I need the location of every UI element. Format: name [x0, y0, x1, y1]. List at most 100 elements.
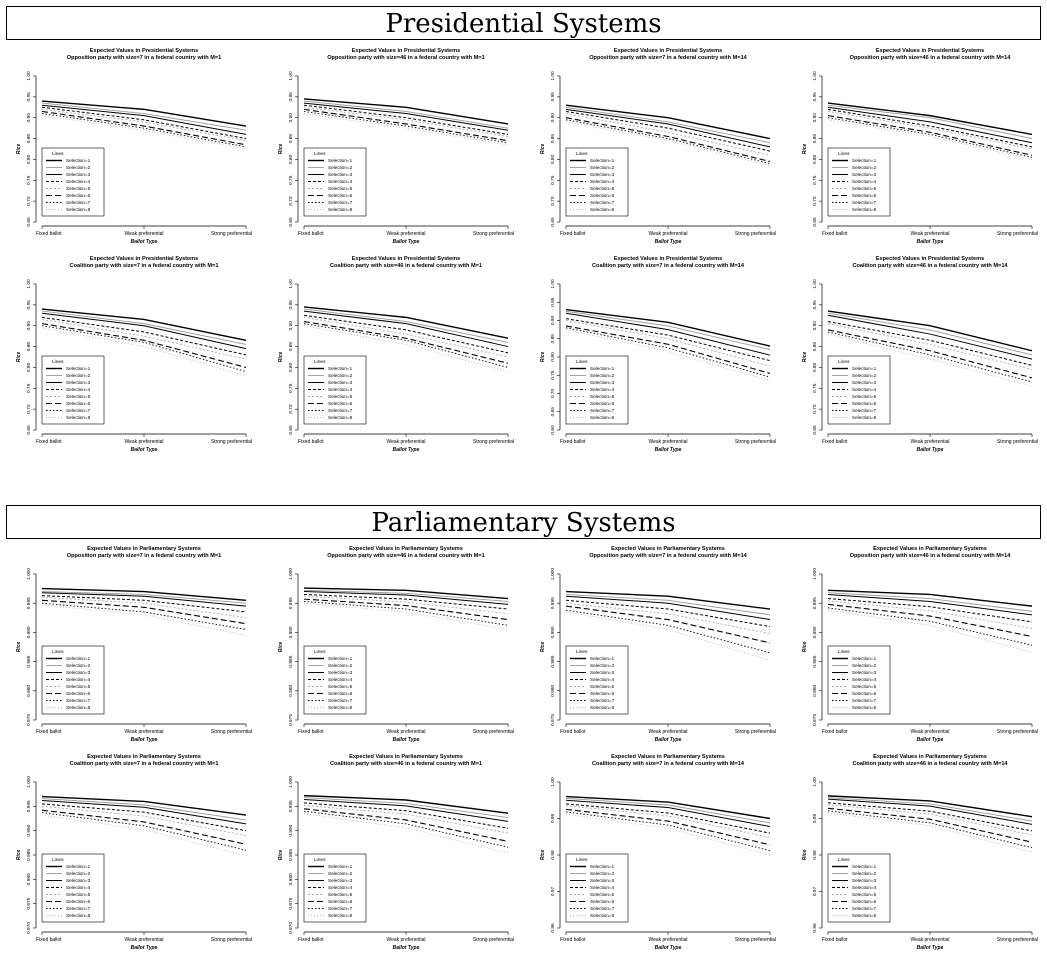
- series-line-8: [41, 604, 247, 636]
- legend-entry-4: Selection=4: [590, 885, 615, 890]
- series-line-6: [827, 115, 1033, 156]
- legend-entry-8: Selection=8: [66, 415, 91, 420]
- series-line-2: [565, 310, 771, 351]
- series-line-3: [303, 310, 509, 348]
- series-line-3: [41, 104, 247, 135]
- y-tick-label: 1.00: [550, 71, 556, 81]
- y-tick-label: 0.85: [812, 342, 818, 352]
- chart-svg: Expected Values in Parliamentary Systems…: [540, 754, 776, 951]
- x-tick-label: Strong preferential: [211, 937, 252, 943]
- legend-entry-4: Selection=4: [590, 179, 615, 184]
- legend-entry-1: Selection=1: [328, 656, 353, 661]
- y-tick-label: 0.95: [812, 300, 818, 310]
- legend-entry-2: Selection=2: [590, 663, 615, 668]
- y-tick-label: 0.70: [812, 404, 818, 414]
- y-tick-label: 1.000: [26, 776, 32, 788]
- y-tick-label: 0.985: [288, 849, 294, 861]
- y-tick-label: 0.70: [550, 196, 556, 206]
- legend-entry-5: Selection=5: [590, 892, 615, 897]
- legend-entry-3: Selection=3: [590, 380, 615, 385]
- x-tick-label: Fixed ballot: [36, 729, 62, 735]
- y-tick-label: 0.980: [26, 684, 32, 696]
- series-line-7: [303, 600, 509, 626]
- y-tick-label: 0.98: [550, 850, 556, 860]
- series-line-2: [827, 104, 1033, 140]
- chart-panel-10: Expected Values in Parliamentary Systems…: [264, 542, 520, 752]
- series-line-1: [303, 306, 509, 339]
- x-tick-label: Strong preferential: [473, 729, 514, 735]
- series-line-4: [565, 599, 771, 628]
- legend-entry-8: Selection=8: [590, 207, 615, 212]
- series-line-8: [303, 602, 509, 630]
- series-line-2: [303, 308, 509, 343]
- x-tick-label: Weak preferential: [124, 729, 163, 735]
- legend-entry-8: Selection=8: [328, 705, 353, 710]
- series-line-4: [827, 598, 1033, 623]
- y-tick-label: 1.00: [288, 279, 294, 289]
- y-tick-label: 0.990: [550, 626, 556, 638]
- y-tick-label: 0.95: [812, 92, 818, 102]
- y-tick-label: 0.985: [26, 849, 32, 861]
- series-line-1: [827, 795, 1033, 818]
- legend-entry-4: Selection=4: [852, 387, 877, 392]
- legend-title: Lines: [838, 359, 850, 365]
- legend-entry-1: Selection=1: [852, 158, 877, 163]
- series-line-2: [41, 798, 247, 821]
- legend-entry-6: Selection=6: [66, 401, 91, 406]
- y-tick-label: 0.65: [288, 217, 294, 227]
- series-line-3: [827, 798, 1033, 825]
- legend-entry-5: Selection=5: [852, 684, 877, 689]
- legend-title: Lines: [838, 857, 850, 863]
- legend-title: Lines: [314, 151, 326, 157]
- x-tick-label: Fixed ballot: [298, 439, 324, 445]
- legend-entry-2: Selection=2: [66, 373, 91, 378]
- legend-entry-6: Selection=6: [328, 691, 353, 696]
- legend-entry-1: Selection=1: [66, 366, 91, 371]
- y-tick-label: 0.65: [550, 407, 556, 417]
- x-tick-label: Strong preferential: [997, 729, 1038, 735]
- chart-title: Expected Values in Parliamentary Systems: [873, 546, 987, 552]
- legend-entry-4: Selection=4: [852, 677, 877, 682]
- legend-entry-2: Selection=2: [66, 165, 91, 170]
- legend-title: Lines: [52, 151, 64, 157]
- legend-entry-4: Selection=4: [328, 387, 353, 392]
- legend-entry-1: Selection=1: [590, 864, 615, 869]
- chart-panel-15: Expected Values in Parliamentary Systems…: [526, 750, 782, 960]
- legend-title: Lines: [838, 649, 850, 655]
- series-line-7: [41, 812, 247, 851]
- legend-entry-4: Selection=4: [66, 387, 91, 392]
- series-line-6: [41, 599, 247, 625]
- y-tick-label: 1.000: [550, 568, 556, 580]
- legend-entry-5: Selection=5: [590, 684, 615, 689]
- legend-entry-2: Selection=2: [328, 165, 353, 170]
- legend-entry-8: Selection=8: [590, 913, 615, 918]
- y-tick-label: 0.75: [288, 383, 294, 393]
- legend-entry-2: Selection=2: [852, 663, 877, 668]
- legend-entry-8: Selection=8: [852, 415, 877, 420]
- y-tick-label: 0.80: [550, 154, 556, 164]
- legend-entry-1: Selection=1: [852, 366, 877, 371]
- series-line-4: [565, 318, 771, 362]
- legend-entry-1: Selection=1: [328, 158, 353, 163]
- section-title-presidential: Presidential Systems: [6, 6, 1041, 40]
- y-tick-label: 1.000: [288, 776, 294, 788]
- x-tick-label: Fixed ballot: [298, 729, 324, 735]
- x-tick-label: Fixed ballot: [560, 439, 586, 445]
- legend-entry-8: Selection=8: [852, 705, 877, 710]
- y-tick-label: 0.65: [26, 217, 32, 227]
- y-tick-label: 0.970: [26, 922, 32, 934]
- x-axis-label: Ballot Type: [131, 239, 158, 245]
- x-tick-label: Weak preferential: [386, 439, 425, 445]
- legend-entry-4: Selection=4: [66, 677, 91, 682]
- legend-title: Lines: [576, 359, 588, 365]
- y-tick-label: 0.75: [26, 383, 32, 393]
- y-tick-label: 1.00: [812, 71, 818, 81]
- y-tick-label: 0.985: [812, 655, 818, 667]
- legend-entry-6: Selection=6: [852, 691, 877, 696]
- chart-title: Expected Values in Presidential Systems: [614, 48, 723, 54]
- series-line-1: [41, 587, 247, 601]
- chart-svg: Expected Values in Parliamentary Systems…: [802, 546, 1038, 743]
- y-tick-label: 0.95: [26, 300, 32, 310]
- y-tick-label: 0.96: [812, 923, 818, 933]
- y-tick-label: 0.90: [288, 113, 294, 123]
